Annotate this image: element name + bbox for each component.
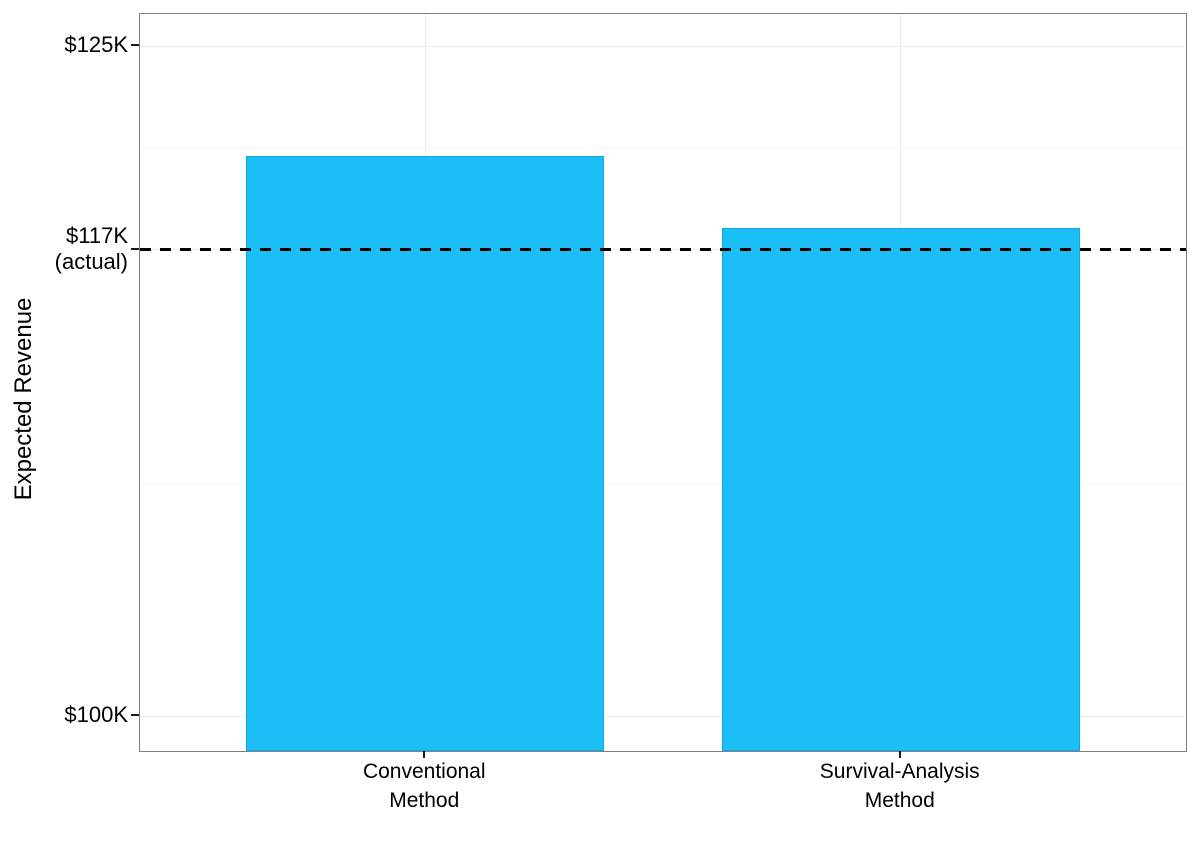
x-tick-mark [898, 751, 901, 758]
actual-revenue-reference-line [140, 248, 1186, 252]
y-tick-label: $125K [64, 32, 128, 58]
major-gridline [140, 45, 1186, 47]
minor-gridline [140, 482, 1186, 484]
x-tick-label: Conventional Method [362, 760, 486, 812]
y-tick-label: $100K [64, 702, 128, 728]
minor-gridline [140, 147, 1186, 149]
plot-panel [139, 13, 1187, 752]
bar-1 [246, 156, 605, 751]
y-tick-mark [131, 247, 139, 250]
y-tick-mark [131, 44, 139, 47]
x-tick-label: Survival-Analysis Method [819, 760, 980, 812]
bar-2 [721, 228, 1080, 751]
x-tick-mark [423, 751, 426, 758]
major-gridline [140, 715, 1186, 717]
y-tick-mark [131, 714, 139, 717]
y-axis-title: Expected Revenue [10, 297, 37, 501]
y-tick-label: $117K (actual) [54, 222, 128, 274]
